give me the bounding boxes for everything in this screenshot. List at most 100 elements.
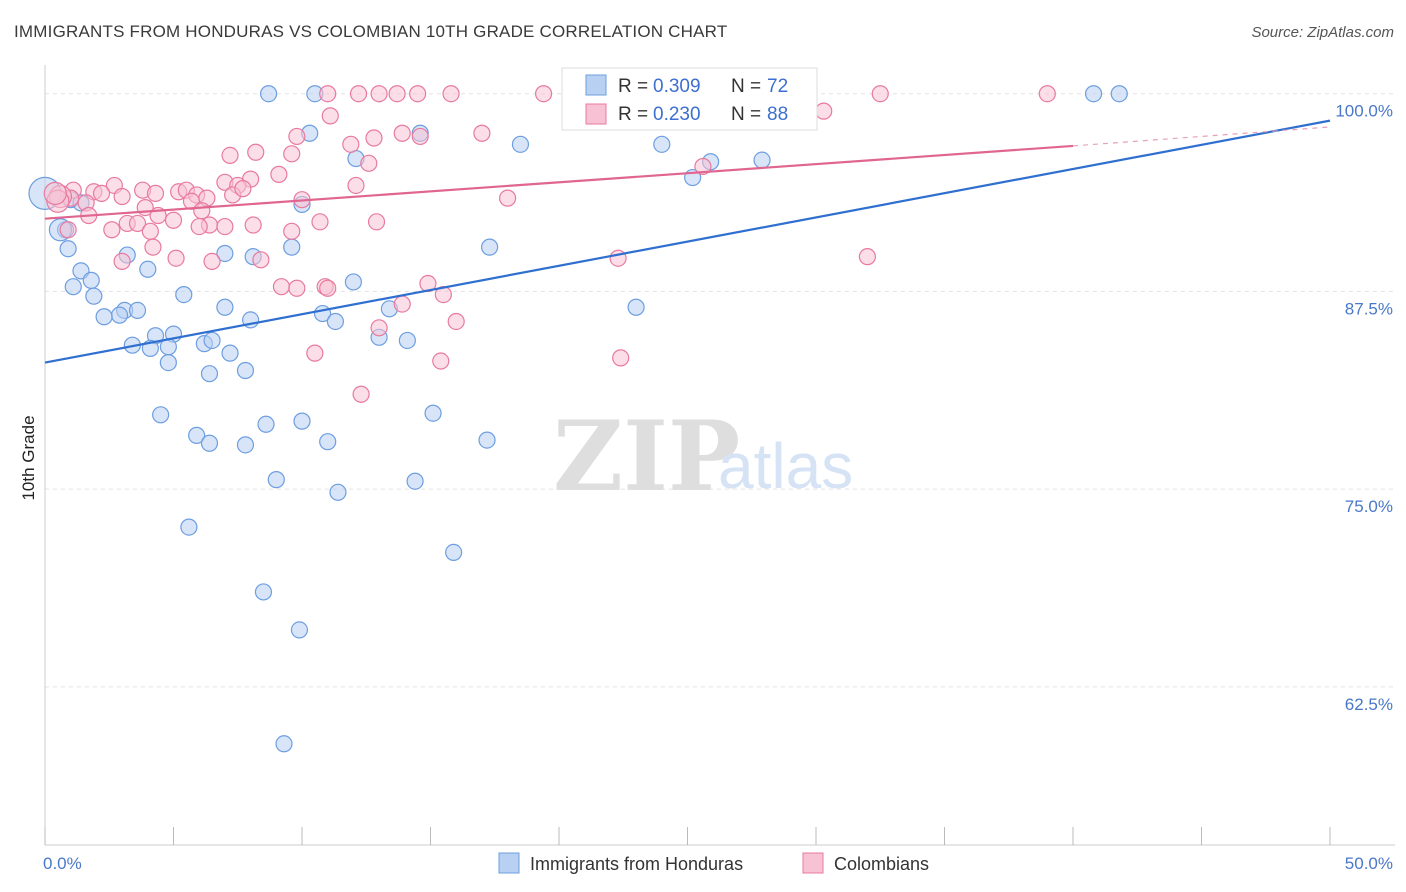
legend-swatch-colombians [585, 103, 607, 125]
data-point [236, 361, 255, 380]
data-point [398, 331, 416, 350]
x-tick-labels: 0.0% 50.0% [43, 854, 1393, 873]
data-point [329, 483, 347, 501]
data-point [257, 415, 275, 433]
data-point [259, 85, 278, 103]
data-point [128, 214, 147, 233]
y-tick-labels: 100.0% 87.5% 75.0% 62.5% [1335, 102, 1393, 714]
data-point [1110, 85, 1128, 103]
data-point [247, 143, 265, 161]
data-point [152, 406, 170, 424]
data-point [190, 217, 208, 236]
data-point [288, 127, 306, 146]
data-point [481, 238, 499, 256]
series-colombians-points [43, 85, 1056, 403]
data-point [442, 85, 460, 103]
data-point [103, 221, 121, 239]
x-tick-label: 50.0% [1345, 854, 1393, 873]
data-point [858, 248, 877, 266]
data-point [283, 145, 301, 163]
data-point [113, 252, 131, 270]
data-point [411, 127, 429, 146]
data-point [290, 621, 309, 639]
legend-swatch-honduras [585, 74, 607, 96]
data-point [349, 85, 368, 103]
data-point [288, 279, 306, 297]
data-point [175, 285, 193, 304]
data-point [321, 107, 339, 125]
data-point [409, 85, 427, 103]
data-point [95, 308, 113, 326]
data-point [283, 222, 301, 240]
legend-r-label-honduras: R = [618, 76, 653, 97]
data-point [200, 434, 219, 452]
data-point [360, 154, 378, 172]
y-tick-label: 75.0% [1345, 497, 1393, 516]
series-legend: Immigrants from Honduras Colombians [498, 852, 929, 874]
data-point [43, 181, 67, 205]
data-point [188, 426, 206, 444]
data-point [499, 189, 517, 207]
data-point [200, 365, 219, 383]
bottom-legend-swatch-honduras [498, 852, 520, 874]
data-point [110, 306, 129, 324]
legend-n-label-honduras: N = [731, 76, 766, 97]
y-axis-title: 10th Grade [19, 415, 38, 500]
data-point [293, 412, 311, 430]
data-point [511, 135, 530, 153]
data-point [753, 151, 771, 169]
stats-legend: R = 0.309 N = 72 R = 0.230 N = 88 [561, 67, 818, 131]
legend-n-value-colombians: 88 [767, 104, 788, 125]
legend-r-label-colombians: R = [618, 104, 653, 125]
data-point [113, 187, 131, 206]
data-point [254, 583, 273, 601]
trend-line-colombians-extension [1072, 126, 1331, 147]
data-point [141, 222, 159, 240]
watermark: ZIP atlas [553, 400, 853, 513]
data-point [311, 213, 329, 231]
data-point [270, 165, 288, 183]
data-point [1038, 85, 1056, 103]
trend-line-colombians [44, 144, 1074, 220]
data-point [627, 298, 645, 316]
data-point [92, 184, 111, 202]
y-tick-label: 62.5% [1345, 695, 1393, 714]
data-point [694, 157, 712, 176]
data-point [144, 238, 162, 256]
data-point [216, 298, 234, 316]
data-point [393, 295, 411, 313]
data-point [447, 312, 465, 331]
data-point [473, 124, 491, 142]
data-point [534, 85, 553, 103]
data-point [319, 279, 337, 297]
data-point [203, 252, 221, 270]
data-point [193, 202, 211, 220]
data-point [871, 85, 889, 103]
data-point [252, 251, 270, 269]
data-point [612, 349, 630, 367]
data-point [393, 124, 411, 142]
chart-title: IMMIGRANTS FROM HONDURAS VS COLOMBIAN 10… [14, 22, 728, 41]
data-point [815, 102, 833, 120]
watermark-atlas: atlas [718, 430, 853, 502]
data-point [267, 471, 285, 489]
data-point [139, 260, 157, 278]
y-tick-label: 87.5% [1345, 299, 1393, 318]
trend-line-honduras [44, 119, 1331, 364]
data-point [370, 319, 388, 337]
data-point [59, 240, 77, 258]
data-point [352, 385, 370, 403]
data-point [167, 249, 185, 267]
data-point [164, 211, 183, 229]
legend-n-value-honduras: 72 [767, 76, 788, 97]
legend-r-value-honduras: 0.309 [653, 76, 701, 97]
data-point [319, 433, 337, 451]
data-point [653, 135, 671, 153]
data-point [347, 176, 365, 195]
data-point [59, 221, 77, 239]
data-point [128, 301, 147, 320]
data-point [367, 213, 386, 231]
legend-n-label-colombians: N = [731, 104, 766, 125]
data-point [146, 184, 165, 202]
legend-r-value-colombians: 0.230 [653, 104, 701, 125]
